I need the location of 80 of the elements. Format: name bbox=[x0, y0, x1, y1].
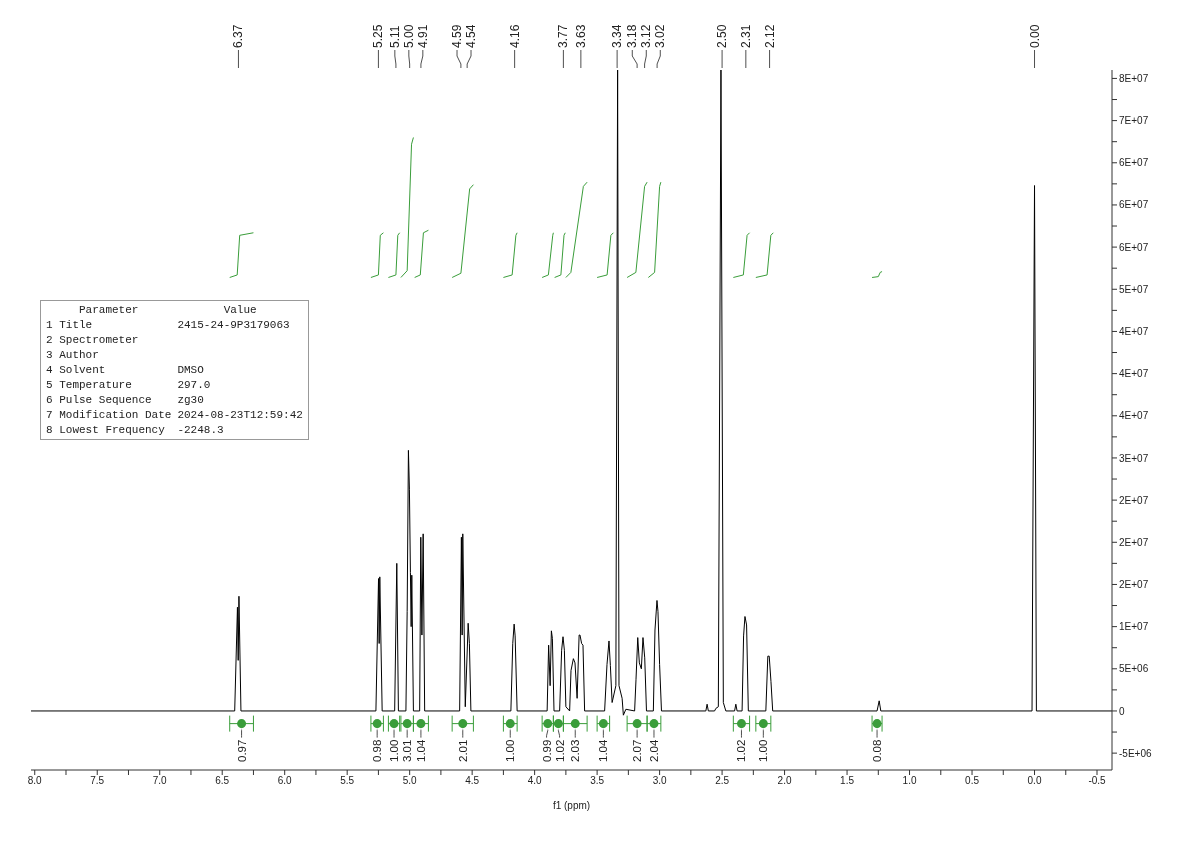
annotation: 4.54 bbox=[464, 24, 479, 48]
x-tick-label: 5.5 bbox=[340, 775, 355, 787]
text: 1 Title 2415-24-9P3179063 bbox=[46, 319, 290, 331]
annotation: 1.04 bbox=[597, 739, 610, 763]
x-tick-label: 4.5 bbox=[465, 775, 480, 787]
y-tick-label: 4E+07 bbox=[1119, 410, 1149, 422]
x-tick-label: 4.0 bbox=[527, 775, 543, 787]
annotation: 0.97 bbox=[235, 739, 248, 763]
x-tick-label: 3.0 bbox=[652, 775, 667, 787]
annotation: 4.16 bbox=[507, 24, 522, 48]
y-tick-label: 4E+07 bbox=[1119, 368, 1149, 380]
annotation: 0.00 bbox=[1027, 24, 1042, 48]
y-tick-label: 2E+07 bbox=[1119, 536, 1149, 548]
x-tick-label: -0.5 bbox=[1088, 775, 1107, 787]
text: 5 Temperature 297.0 bbox=[46, 379, 211, 391]
annotation: 0.08 bbox=[871, 739, 884, 763]
annotation: 2.01 bbox=[456, 739, 469, 763]
annotation: 2.03 bbox=[569, 739, 582, 763]
annotation: 8 Lowest Frequency -2248.3 bbox=[46, 424, 225, 436]
y-tick-label: 1E+07 bbox=[1119, 621, 1149, 633]
annotation: 3.12 bbox=[639, 24, 654, 48]
y-tick-label: 6E+07 bbox=[1119, 241, 1149, 253]
annotation: 2.12 bbox=[762, 24, 777, 48]
y-tick-label: 5E+06 bbox=[1119, 663, 1149, 675]
y-tick-label: 2E+07 bbox=[1119, 494, 1149, 506]
x-axis-title: f1 (ppm) bbox=[552, 800, 591, 811]
annotation: 4.91 bbox=[415, 24, 430, 48]
line-series bbox=[31, 70, 1112, 716]
x-tick-label: 8.0 bbox=[27, 775, 43, 787]
y-tick-label: 7E+07 bbox=[1119, 115, 1149, 127]
x-tick-label: 5.0 bbox=[402, 775, 418, 787]
text: 6 Pulse Sequence zg30 bbox=[46, 394, 204, 406]
x-tick-label: 0.5 bbox=[965, 775, 980, 787]
annotation: 3 Author bbox=[46, 349, 100, 361]
annotation: 1.02 bbox=[735, 739, 748, 763]
annotation: 0.99 bbox=[540, 739, 553, 763]
annotation: 5.11 bbox=[387, 25, 402, 48]
y-tick-label: 4E+07 bbox=[1119, 326, 1149, 337]
x-tick-label: 0.0 bbox=[1027, 775, 1042, 787]
annotation: 3.01 bbox=[401, 739, 414, 763]
y-tick-label: 5E+07 bbox=[1119, 283, 1149, 295]
x-tick-label: 7.5 bbox=[90, 775, 105, 787]
text: 4 Solvent DMSO bbox=[46, 364, 204, 376]
x-tick-label: 2.0 bbox=[777, 775, 792, 787]
y-tick-label: 0 bbox=[1119, 705, 1125, 717]
y-tick-label: -5E+06 bbox=[1119, 747, 1152, 759]
annotation: 1.00 bbox=[504, 739, 517, 763]
annotation: 3.77 bbox=[556, 24, 571, 48]
annotation: 2.07 bbox=[631, 739, 644, 763]
annotation: 3.02 bbox=[653, 24, 668, 48]
annotation: 4.59 bbox=[450, 24, 465, 48]
annotation: 1.00 bbox=[388, 739, 401, 763]
x-tick-label: 1.5 bbox=[840, 775, 855, 787]
annotation: 0.98 bbox=[371, 739, 384, 763]
annotation: 1.02 bbox=[553, 739, 566, 763]
y-tick-label: 3E+07 bbox=[1119, 452, 1149, 464]
x-tick-label: 2.5 bbox=[715, 775, 730, 787]
annotation: 2.50 bbox=[715, 24, 730, 48]
y-tick-label: 8E+07 bbox=[1119, 72, 1149, 84]
x-tick-label: 6.0 bbox=[277, 775, 293, 787]
annotation: 1.00 bbox=[757, 739, 770, 763]
annotation: 7 Modification Date 2024-08-23T12:59:42 bbox=[46, 409, 303, 421]
annotation: 5.25 bbox=[371, 24, 386, 48]
annotation: 1.04 bbox=[414, 739, 427, 763]
annotation: 3.34 bbox=[610, 24, 625, 48]
annotation: 3.63 bbox=[573, 24, 588, 48]
y-tick-label: 2E+07 bbox=[1119, 579, 1149, 591]
x-tick-label: 1.0 bbox=[902, 775, 917, 787]
y-tick-label: 6E+07 bbox=[1119, 199, 1149, 211]
annotation: 2 Spectrometer bbox=[46, 334, 140, 346]
annotation: 2.31 bbox=[738, 24, 753, 48]
annotation: 6.37 bbox=[231, 24, 246, 48]
annotation: 5.00 bbox=[401, 24, 416, 48]
y-tick-label: 6E+07 bbox=[1119, 157, 1149, 169]
x-tick-label: 3.5 bbox=[590, 775, 605, 787]
x-tick-label: 6.5 bbox=[215, 775, 230, 787]
text: Parameter Value bbox=[79, 304, 257, 316]
annotation: 3.18 bbox=[625, 24, 640, 48]
annotation: 2.04 bbox=[647, 739, 660, 763]
x-tick-label: 7.0 bbox=[152, 775, 168, 787]
